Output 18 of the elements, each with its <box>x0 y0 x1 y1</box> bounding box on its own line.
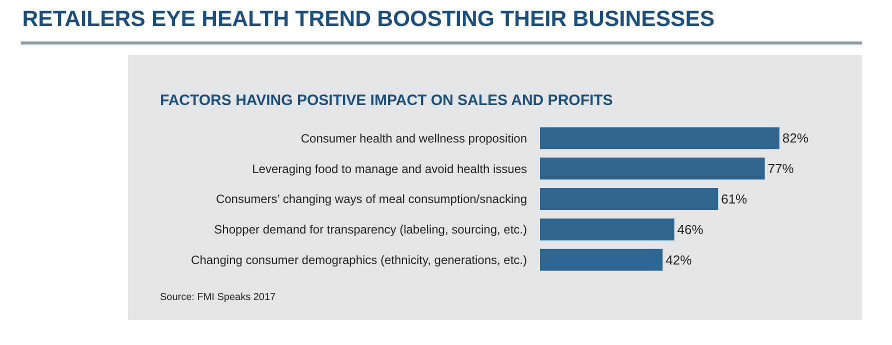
y-tick-label: Leveraging food to manage and avoid health issues <box>252 162 527 176</box>
data-label: 82% <box>782 130 809 146</box>
y-tick-label: Consumers’ changing ways of meal consumption/snacking <box>216 192 527 206</box>
y-tick-label: Changing consumer demographics (ethnicity, generations, etc.) <box>191 253 528 267</box>
y-tick-label: Consumer health and wellness proposition <box>300 131 527 146</box>
chart-title: RETAILERS EYE HEALTH TREND BOOSTING THEIR BUSINESSES <box>22 6 715 31</box>
bar <box>540 158 765 180</box>
bar <box>540 218 674 240</box>
source-note: Source: FMI Speaks 2017 <box>160 292 276 303</box>
data-label: 61% <box>721 192 748 206</box>
data-label: 42% <box>666 252 692 268</box>
bar <box>540 127 780 150</box>
data-label: 46% <box>677 222 704 237</box>
data-label: 77% <box>768 161 794 176</box>
bar <box>540 248 663 271</box>
y-tick-label: Shopper demand for transparency (labeling, sourcing, etc.) <box>214 222 527 237</box>
text: FACTORS HAVING POSITIVE IMPACT ON SALES AND PROFITS <box>160 92 613 109</box>
bar <box>540 188 718 210</box>
